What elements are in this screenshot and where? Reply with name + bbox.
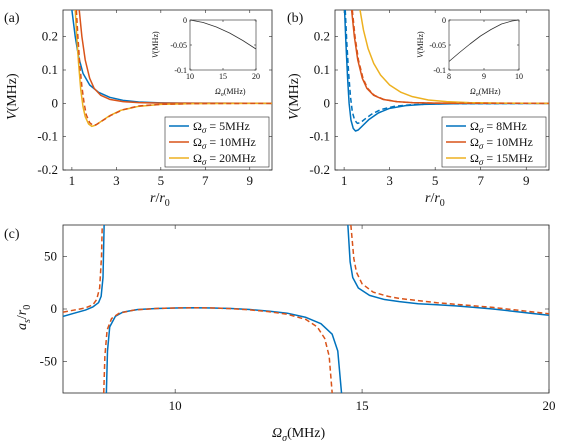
inset-b-frame [448, 19, 520, 71]
y-tick-label: 0.2 [42, 29, 58, 44]
x-tick-label: 8 [447, 72, 451, 81]
series-line-1 [78, 10, 272, 105]
y-tick-label: 0.1 [314, 62, 330, 77]
y-tick-label: 0 [52, 95, 59, 110]
y-tick-label: -0.1 [37, 129, 58, 144]
legend-entry: Ωσ = 15MHz [470, 151, 533, 167]
series-line-0 [190, 20, 256, 50]
series-line-0 [449, 20, 519, 62]
inset-b-ylabel: V(MHz) [416, 31, 425, 58]
panel-b-xlabel: r/r0 [425, 191, 445, 209]
x-tick-label: 7 [202, 173, 209, 188]
series-line-0 [347, 225, 549, 317]
panel-a: 1 3 5 7 9-0.2-0.100.10.2 (a) r/r0 V(MHz) 10 1… [4, 9, 273, 209]
panel-c-frame [62, 224, 550, 394]
x-tick-label: 5 [432, 173, 439, 188]
panel-b-ylabel: V(MHz) [287, 73, 302, 120]
panel-b-label: (b) [287, 11, 304, 26]
x-tick-label: 9 [482, 72, 486, 81]
y-tick-label: 0.2 [314, 29, 330, 44]
x-tick-label: 3 [386, 173, 393, 188]
x-tick-label: 20 [252, 72, 260, 81]
legend-entry: Ωσ = 5MHz [193, 119, 250, 135]
inset-a-frame [189, 19, 257, 71]
series-line-1 [103, 306, 333, 393]
series-line-1 [344, 10, 549, 125]
series-line-0 [63, 225, 105, 318]
y-tick-label: -0.2 [309, 162, 330, 177]
inset-a-xlabel: Ωσ(MHz) [215, 87, 246, 98]
y-tick-label: -0.1 [174, 66, 187, 75]
x-tick-label: 9 [247, 173, 254, 188]
inset-b-ticks: 8 9 10 -0.1 -0.05 0 [429, 16, 523, 81]
inset-b-xlabel: Ωσ(MHz) [470, 87, 501, 98]
panel-a-ylabel: V(MHz) [5, 73, 20, 120]
legend-entry: Ωσ = 8MHz [470, 119, 527, 135]
y-tick-label: 0.1 [42, 62, 58, 77]
panel-b-inset: 8 9 10 -0.1 -0.05 0 Ωσ(MHz) V(MHz) [416, 16, 523, 98]
panel-c-series [63, 225, 549, 393]
panel-a-ticks: 1 3 5 7 9 -0.2 -0.1 0 0.1 0.2 [37, 10, 272, 188]
x-tick-label: 15 [219, 72, 227, 81]
panel-b-ticks: 1 3 5 7 9 -0.2 -0.1 0 0.1 0.2 [309, 10, 549, 188]
y-tick-label: 0 [51, 301, 58, 316]
panel-b-series [343, 10, 549, 132]
x-tick-label: 9 [523, 173, 530, 188]
series-line-1 [63, 225, 103, 313]
inset-a-series [190, 20, 256, 50]
y-tick-label: -0.1 [433, 66, 446, 75]
series-line-3 [75, 10, 272, 127]
y-tick-label: -0.2 [37, 162, 58, 177]
y-tick-label: -0.1 [309, 129, 330, 144]
legend-entry: Ωσ = 10MHz [193, 135, 256, 151]
x-tick-label: 1 [341, 173, 348, 188]
inset-b-series [449, 20, 519, 62]
x-tick-label: 10 [169, 398, 182, 413]
series-line-1 [350, 225, 549, 315]
x-tick-label: 20 [543, 398, 556, 413]
inset-a-ticks: 10 15 20 -0.1 -0.05 0 [170, 16, 260, 81]
x-tick-label: 7 [477, 173, 484, 188]
x-tick-label: 1 [69, 173, 76, 188]
x-tick-label: 10 [515, 72, 523, 81]
x-tick-label: 5 [158, 173, 165, 188]
panel-c-ylabel: as/r0 [15, 305, 33, 330]
panel-a-xlabel: r/r0 [150, 191, 170, 209]
y-tick-label: -0.05 [170, 41, 187, 50]
y-tick-label: 50 [44, 249, 57, 264]
x-tick-label: 10 [186, 72, 194, 81]
panel-c-xlabel: Ωσ(MHz) [272, 426, 325, 444]
y-tick-label: 0 [183, 16, 187, 25]
x-tick-label: 15 [356, 398, 369, 413]
y-tick-label: 0 [324, 95, 331, 110]
y-tick-label: -50 [40, 354, 57, 369]
legend-entry: Ωσ = 10MHz [470, 135, 533, 151]
panel-a-label: (a) [4, 11, 20, 26]
series-line-4 [351, 10, 549, 105]
panel-a-inset: 10 15 20 -0.1 -0.05 0 Ωσ(MHz) V(MHz) [151, 16, 260, 98]
legend-entry: Ωσ = 20MHz [193, 151, 256, 167]
inset-a-ylabel: V(MHz) [151, 31, 160, 58]
panel-c-label: (c) [4, 227, 20, 242]
x-tick-label: 3 [113, 173, 120, 188]
panel-a-series [71, 10, 272, 128]
y-tick-label: -0.05 [429, 41, 446, 50]
panel-c: 10 15 20 -50 0 50 (c) Ωσ(MHz) as/r0 [4, 224, 556, 444]
panel-c-ticks: 10 15 20 -50 0 50 [40, 225, 556, 413]
y-tick-label: 0 [442, 16, 446, 25]
